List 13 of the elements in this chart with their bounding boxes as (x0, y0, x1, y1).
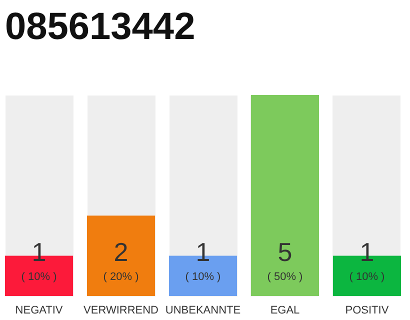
data-label: 2 (114, 237, 128, 267)
x-tick-label: UNBEKANNTE (165, 304, 241, 316)
annotation: ( 10% ) (185, 271, 221, 283)
x-tick-label: EGAL (270, 304, 300, 316)
data-label: 5 (278, 237, 292, 267)
annotation: ( 10% ) (21, 271, 57, 283)
chart-title: 085613442 (5, 6, 196, 48)
annotation: ( 20% ) (103, 271, 139, 283)
x-tick-label: NEGATIV (15, 304, 64, 316)
annotation: ( 50% ) (267, 271, 303, 283)
x-tick-label: POSITIV (345, 304, 390, 316)
annotation: ( 10% ) (349, 271, 385, 283)
x-tick-label: VERWIRREND (84, 304, 159, 316)
